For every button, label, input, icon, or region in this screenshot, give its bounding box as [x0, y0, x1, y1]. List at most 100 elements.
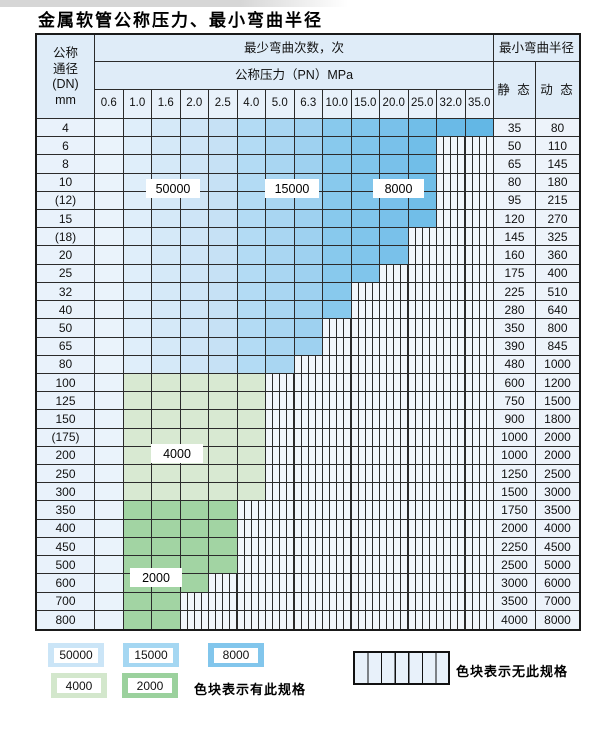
spec-cell — [152, 373, 181, 393]
dn-label: 6 — [37, 137, 95, 156]
no-spec-cell — [294, 465, 323, 484]
no-spec-cell — [465, 373, 494, 393]
spec-cell — [152, 301, 181, 320]
spec-cell — [294, 301, 323, 320]
zone-label-50000: 50000 — [146, 179, 200, 198]
no-spec-cell — [266, 537, 295, 557]
dn-header-line: 公称 — [52, 46, 78, 60]
spec-cell — [209, 501, 238, 520]
no-spec-cell — [294, 574, 323, 593]
spec-cell — [237, 119, 266, 138]
spec-cell — [237, 301, 266, 320]
dn-label: 400 — [37, 519, 95, 538]
spec-cell — [209, 191, 238, 211]
pressure-tick: 25.0 — [408, 90, 437, 119]
no-spec-cell — [465, 246, 494, 265]
spec-cell — [266, 337, 295, 356]
spec-cell — [237, 228, 266, 247]
no-spec-cell — [380, 537, 409, 557]
spec-cell — [95, 191, 124, 211]
spec-cell — [95, 574, 124, 593]
no-spec-cell — [294, 592, 323, 611]
dynamic-value: 360 — [536, 246, 579, 265]
no-spec-cell — [323, 373, 352, 393]
no-spec-cell — [294, 373, 323, 393]
no-spec-cell — [351, 392, 380, 411]
spec-cell — [123, 465, 152, 484]
static-value: 750 — [494, 392, 536, 411]
no-spec-cell — [237, 556, 266, 575]
spec-cell — [180, 337, 209, 356]
dn-header-line: (DN) — [52, 77, 79, 91]
spec-cell — [95, 246, 124, 265]
spec-cell — [237, 155, 266, 174]
no-spec-cell — [408, 446, 437, 466]
spec-cell — [123, 119, 152, 138]
no-spec-cell — [465, 392, 494, 411]
no-spec-cell — [351, 483, 380, 502]
spec-cell — [266, 301, 295, 320]
spec-cell — [180, 210, 209, 229]
dn-label: 300 — [37, 483, 95, 502]
spec-cell — [152, 592, 181, 611]
pressure-tick: 0.6 — [95, 90, 124, 119]
spec-cell — [323, 173, 352, 192]
spec-cell — [209, 246, 238, 265]
no-spec-cell — [323, 556, 352, 575]
no-spec-cell — [437, 465, 466, 484]
spec-cell — [294, 264, 323, 283]
dynamic-value: 4500 — [536, 537, 579, 557]
spec-cell — [180, 519, 209, 538]
spec-cell — [123, 210, 152, 229]
no-spec-cell — [437, 446, 466, 466]
no-spec-cell — [209, 574, 238, 593]
spec-cell — [95, 519, 124, 538]
no-spec-cell — [408, 246, 437, 265]
static-value: 145 — [494, 228, 536, 247]
dn-label: 125 — [37, 392, 95, 411]
no-spec-cell — [294, 392, 323, 411]
no-spec-cell — [465, 228, 494, 247]
no-spec-cell — [380, 373, 409, 393]
dn-label: 20 — [37, 246, 95, 265]
spec-cell — [95, 282, 124, 302]
spec-cell — [123, 355, 152, 374]
spec-cell — [152, 319, 181, 338]
no-spec-cell — [465, 556, 494, 575]
spec-cell — [95, 465, 124, 484]
dynamic-value: 800 — [536, 319, 579, 338]
spec-cell — [323, 155, 352, 174]
dn-label: 10 — [37, 173, 95, 192]
spec-cell — [180, 556, 209, 575]
dynamic-value: 8000 — [536, 610, 579, 629]
spec-cell — [95, 355, 124, 374]
spec-cell — [152, 155, 181, 174]
legend-swatch-50000: 50000 — [48, 643, 104, 667]
spec-cell — [323, 282, 352, 302]
no-spec-cell — [294, 610, 323, 629]
spec-cell — [294, 137, 323, 156]
dn-label: 4 — [37, 119, 95, 138]
static-value: 1000 — [494, 428, 536, 447]
spec-cell — [180, 483, 209, 502]
spec-cell — [437, 119, 466, 138]
pressure-table: 公称 通径 (DN) mm 最少弯曲次数，次 最小弯曲半径 公称压力（PN）MP… — [35, 33, 581, 631]
pressure-tick: 4.0 — [237, 90, 266, 119]
spec-cell — [209, 373, 238, 393]
spec-cell — [123, 264, 152, 283]
no-spec-cell — [465, 428, 494, 447]
no-spec-cell — [408, 519, 437, 538]
spec-cell — [294, 119, 323, 138]
spec-cell — [123, 155, 152, 174]
spec-cell — [351, 246, 380, 265]
no-spec-cell — [323, 592, 352, 611]
spec-cell — [266, 119, 295, 138]
no-spec-cell — [294, 483, 323, 502]
no-spec-cell — [437, 483, 466, 502]
spec-cell — [209, 428, 238, 447]
dynamic-value: 1800 — [536, 410, 579, 429]
no-spec-cell — [351, 355, 380, 374]
static-value: 3500 — [494, 592, 536, 611]
legend-swatch-4000: 4000 — [51, 673, 107, 698]
spec-cell — [323, 119, 352, 138]
